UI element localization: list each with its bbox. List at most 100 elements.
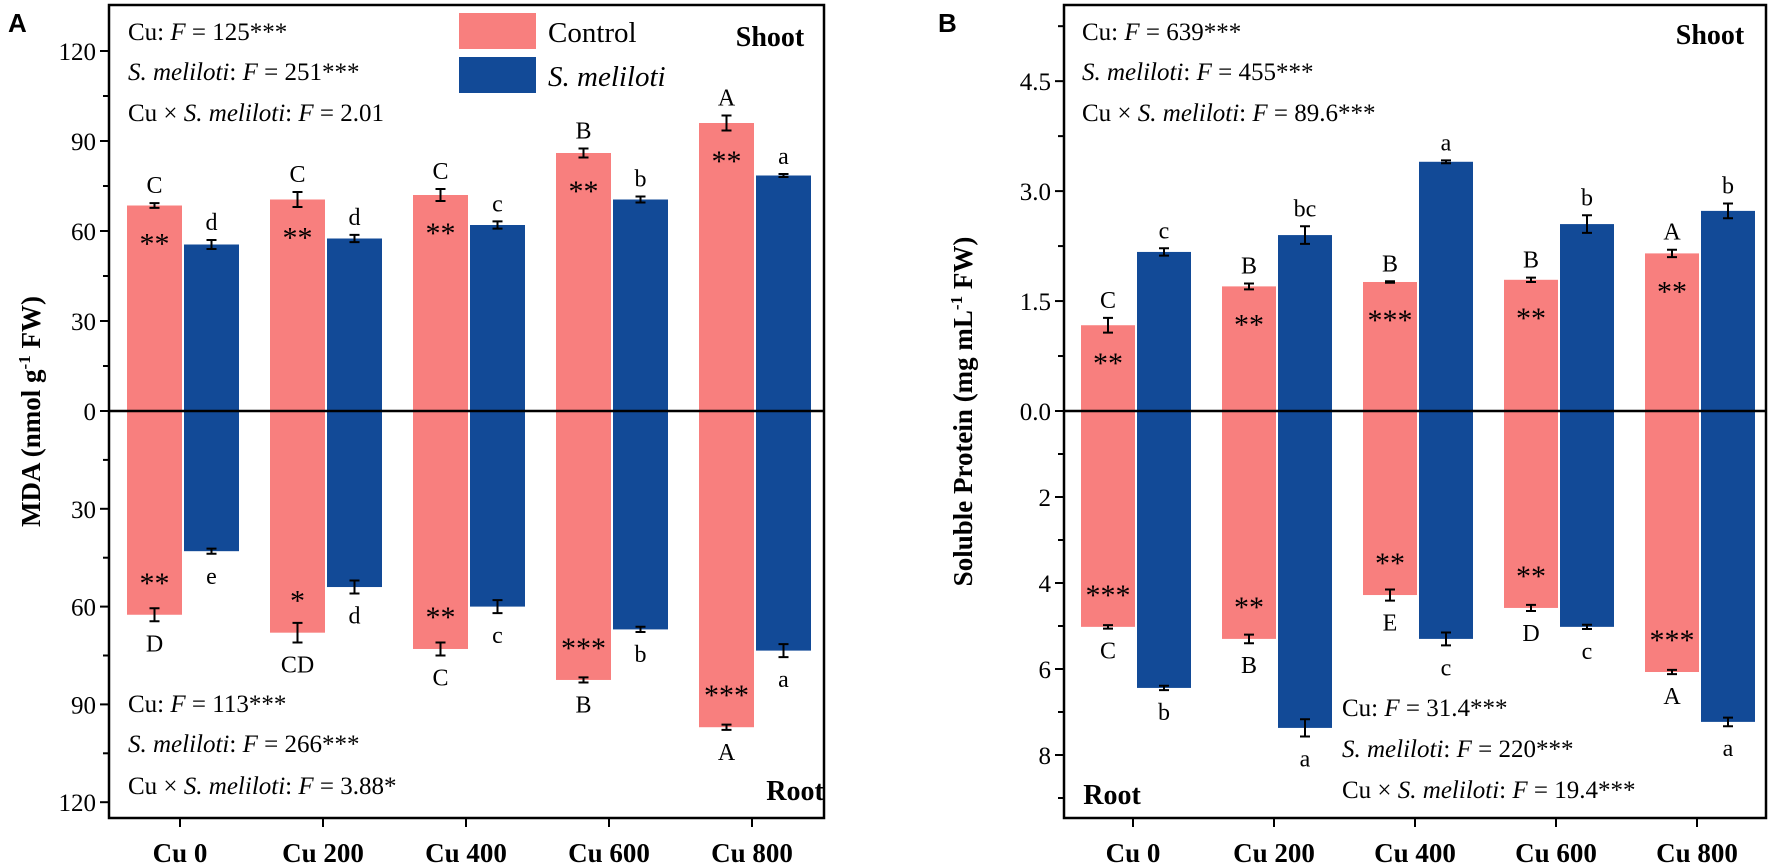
x-tick-label: Cu 200 [282,838,364,868]
anova-statistic-part: Cu: [1082,19,1124,46]
bar-root-control [1081,411,1135,627]
error-bar [206,239,217,250]
bar-root-control [127,411,182,615]
anova-statistic-part: = 455*** [1212,59,1314,86]
bar-root-s-meliloti [613,411,668,630]
significance-letter: B [575,693,591,719]
error-bar [1441,631,1451,647]
significance-letter: D [146,631,163,657]
error-bar [1723,716,1733,728]
anova-statistic-part: = 2.01 [314,100,384,127]
bar-root-control [270,411,325,633]
anova-statistic-part: S. meliloti [1342,736,1443,763]
significance-stars: ** [569,175,599,208]
anova-statistic-part: = 3.88* [314,773,397,800]
shoot-label: Shoot [1676,20,1745,51]
anova-statistic-part: Cu × [1082,100,1138,127]
significance-letter: E [1383,611,1398,637]
significance-stars: ** [1093,347,1123,380]
significance-stars: * [290,585,305,618]
significance-stars: *** [1086,579,1131,612]
significance-letter: b [635,642,647,668]
shoot-label: Shoot [736,22,805,53]
bar-shoot-control [1222,286,1276,411]
panel-b-soluble-protein: B Soluble Protein (mg mL-1 FW) C ** B ** B *** B… [938,3,1768,868]
y-tick-label: 60 [71,595,96,622]
anova-statistic-part: : [229,59,242,86]
anova-statistic-part: F [1383,695,1400,722]
significance-stars: ** [426,217,456,250]
error-bar [635,195,646,204]
anova-statistic-part: = 113*** [186,691,287,718]
significance-letter: CD [281,652,314,678]
error-bar [1667,668,1677,676]
significance-stars: ** [283,222,313,255]
significance-stars: ** [1516,302,1546,335]
bar-root-control [413,411,468,649]
anova-statistic: Cu: F = 31.4*** [1342,695,1508,722]
y-axis-label-main: MDA (nmol g [16,369,46,527]
error-bar [1300,718,1310,738]
anova-statistic-part: : [1239,100,1252,127]
y-tick-label: 2 [1039,485,1052,512]
y-tick-label: 30 [71,497,96,524]
significance-letter: C [1100,288,1116,314]
bar-shoot-control [1504,279,1558,411]
anova-statistic-part: S. meliloti [1138,100,1239,127]
bar-root-control [556,411,611,680]
y-axis-label-tail: FW) [948,237,978,296]
y-tick-label: 1.5 [1020,289,1051,316]
y-tick-label: 30 [71,309,96,336]
bar-root-s-meliloti [1419,411,1473,639]
x-tick-label: Cu 600 [1515,838,1597,868]
anova-statistic-part: S. meliloti [1082,59,1183,86]
significance-letter: c [1582,639,1593,665]
y-axis-label-superscript: -1 [15,355,34,369]
error-bar [1526,276,1536,283]
error-bar [1441,159,1451,165]
x-tick-label: Cu 200 [1233,838,1315,868]
y-tick-label: 8 [1039,743,1052,770]
error-bar [149,607,160,623]
bar-shoot-s-meliloti [1137,251,1191,411]
y-tick-label: 4 [1039,571,1052,598]
error-bar [1244,633,1254,645]
y-tick-label: 120 [59,39,97,66]
significance-letter: D [1522,621,1539,647]
significance-stars: *** [1368,304,1413,337]
bar-shoot-s-meliloti [327,238,382,411]
y-tick-label: 0.0 [1020,399,1051,426]
error-bar [149,202,160,209]
anova-statistic-part: S. meliloti [184,773,285,800]
anova-statistic-part: F [1511,777,1528,804]
root-label: Root [1083,780,1141,811]
error-bar [206,547,217,555]
anova-statistic-part: Cu: [1342,695,1384,722]
bar-shoot-s-meliloti [1278,235,1332,411]
anova-statistic-part: Cu: [128,691,170,718]
anova-statistic-part: F [169,19,186,46]
error-bar [578,147,589,159]
error-bar [1300,225,1310,245]
error-bar [1723,202,1733,220]
anova-statistic-part: Cu × [128,100,184,127]
y-tick-label: 60 [71,219,96,246]
significance-letter: a [778,667,789,693]
error-bar [349,579,360,595]
significance-stars: ** [1516,560,1546,593]
error-bar [492,220,503,230]
x-tick-label: Cu 0 [153,838,208,868]
anova-statistic-part: F [1196,59,1213,86]
y-axis-label-tail: FW) [16,296,46,355]
anova-statistic: Cu: F = 113*** [128,691,286,718]
significance-stars: ** [712,145,742,178]
significance-letter: C [1100,639,1116,665]
bar-shoot-control [413,195,468,411]
anova-statistic-part: : [1499,777,1512,804]
anova-statistic: S. meliloti: F = 220*** [1342,736,1573,763]
anova-statistic-part: = 220*** [1472,736,1574,763]
significance-letter: B [1523,248,1539,274]
error-bar [635,625,646,634]
y-tick-label: 6 [1039,657,1052,684]
